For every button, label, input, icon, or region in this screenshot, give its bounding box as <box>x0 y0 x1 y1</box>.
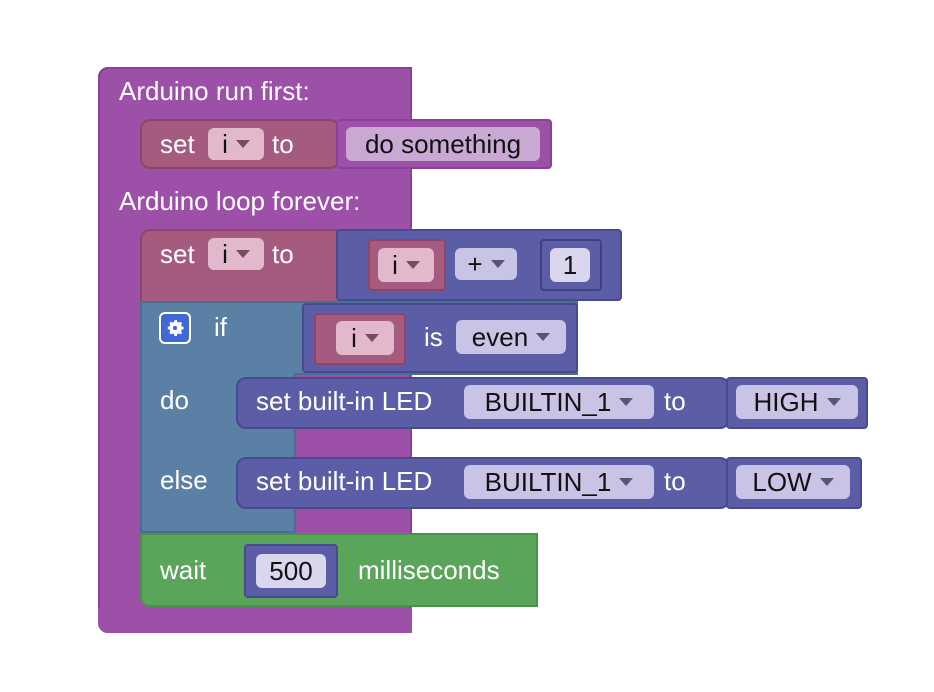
led-pin-dropdown[interactable]: BUILTIN_1 <box>464 465 654 499</box>
variable-dropdown-i[interactable]: i <box>208 238 264 270</box>
variable-dropdown-i[interactable]: i <box>208 128 264 160</box>
operator-symbol: + <box>467 249 483 279</box>
gear-icon[interactable] <box>159 312 191 344</box>
wait-duration-field[interactable]: 500 <box>256 554 326 588</box>
variable-name: i <box>222 129 228 159</box>
property-value: even <box>471 322 529 352</box>
arduino-block-bottom <box>98 608 412 633</box>
operator-dropdown[interactable]: + <box>455 248 517 280</box>
milliseconds-label: milliseconds <box>358 555 500 585</box>
chevron-down-icon <box>490 260 505 268</box>
wait-block[interactable] <box>140 533 538 607</box>
chevron-down-icon <box>619 398 634 406</box>
is-label: is <box>424 322 443 352</box>
state-value: LOW <box>752 467 812 497</box>
to-label: to <box>272 129 294 159</box>
variable-dropdown-i[interactable]: i <box>336 321 394 355</box>
pin-value: BUILTIN_1 <box>484 467 612 497</box>
chevron-down-icon <box>826 398 841 406</box>
to-label: to <box>664 386 686 416</box>
variable-name: i <box>222 239 228 269</box>
chevron-down-icon <box>536 333 551 341</box>
variable-name: i <box>351 323 357 353</box>
chevron-down-icon <box>405 261 420 269</box>
variable-dropdown-i[interactable]: i <box>378 248 434 282</box>
led-state-dropdown[interactable]: LOW <box>736 465 850 499</box>
do-something-field[interactable]: do something <box>346 127 540 161</box>
state-value: HIGH <box>753 387 819 417</box>
loop-label: Arduino loop forever: <box>119 186 361 216</box>
chevron-down-icon <box>235 250 250 258</box>
property-dropdown[interactable]: even <box>456 320 566 354</box>
chevron-down-icon <box>619 478 634 486</box>
set-label: set <box>160 129 195 159</box>
wait-label: wait <box>160 555 207 585</box>
set-label: set <box>160 239 195 269</box>
to-label: to <box>664 466 686 496</box>
pin-value: BUILTIN_1 <box>484 387 612 417</box>
to-label: to <box>272 239 294 269</box>
chevron-down-icon <box>235 140 250 148</box>
chevron-down-icon <box>819 478 834 486</box>
if-label: if <box>214 312 227 342</box>
variable-name: i <box>392 250 398 280</box>
number-field[interactable]: 1 <box>550 248 590 282</box>
led-label: set built-in LED <box>256 466 433 496</box>
do-label: do <box>160 385 189 415</box>
led-state-dropdown[interactable]: HIGH <box>736 385 858 419</box>
setup-label: Arduino run first: <box>119 76 310 106</box>
led-label: set built-in LED <box>256 386 433 416</box>
chevron-down-icon <box>364 334 379 342</box>
led-pin-dropdown[interactable]: BUILTIN_1 <box>464 385 654 419</box>
else-label: else <box>160 465 208 495</box>
